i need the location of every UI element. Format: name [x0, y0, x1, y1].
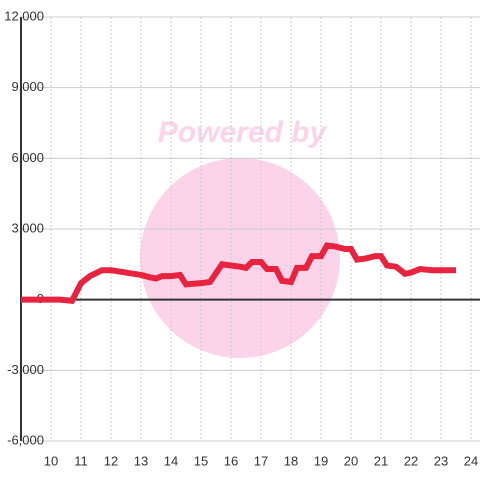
watermark-logo	[140, 158, 340, 358]
x-tick-label: 13	[134, 453, 148, 468]
watermark: Powered by	[158, 116, 328, 149]
x-tick-label: 11	[74, 453, 88, 468]
x-tick-label: 10	[44, 453, 58, 468]
x-tick-label: 16	[224, 453, 238, 468]
y-tick-label: -6,000	[7, 432, 44, 447]
x-tick-label: 12	[104, 453, 118, 468]
x-tick-label: 20	[344, 453, 358, 468]
x-tick-label: 24	[464, 453, 478, 468]
y-tick-label: 12,000	[4, 8, 44, 23]
y-tick-label: 6,000	[11, 150, 44, 165]
x-tick-label: 14	[164, 453, 178, 468]
x-tick-label: 17	[254, 453, 268, 468]
x-tick-label: 18	[284, 453, 298, 468]
data-line	[21, 242, 456, 305]
y-tick-label: 9,000	[11, 79, 44, 94]
y-tick-label: 3,000	[11, 220, 44, 235]
y-tick-label: -3,000	[7, 362, 44, 377]
x-tick-label: 23	[434, 453, 448, 468]
x-tick-label: 19	[314, 453, 328, 468]
x-tick-label: 21	[374, 453, 388, 468]
x-tick-label: 15	[194, 453, 208, 468]
x-tick-label: 22	[404, 453, 418, 468]
